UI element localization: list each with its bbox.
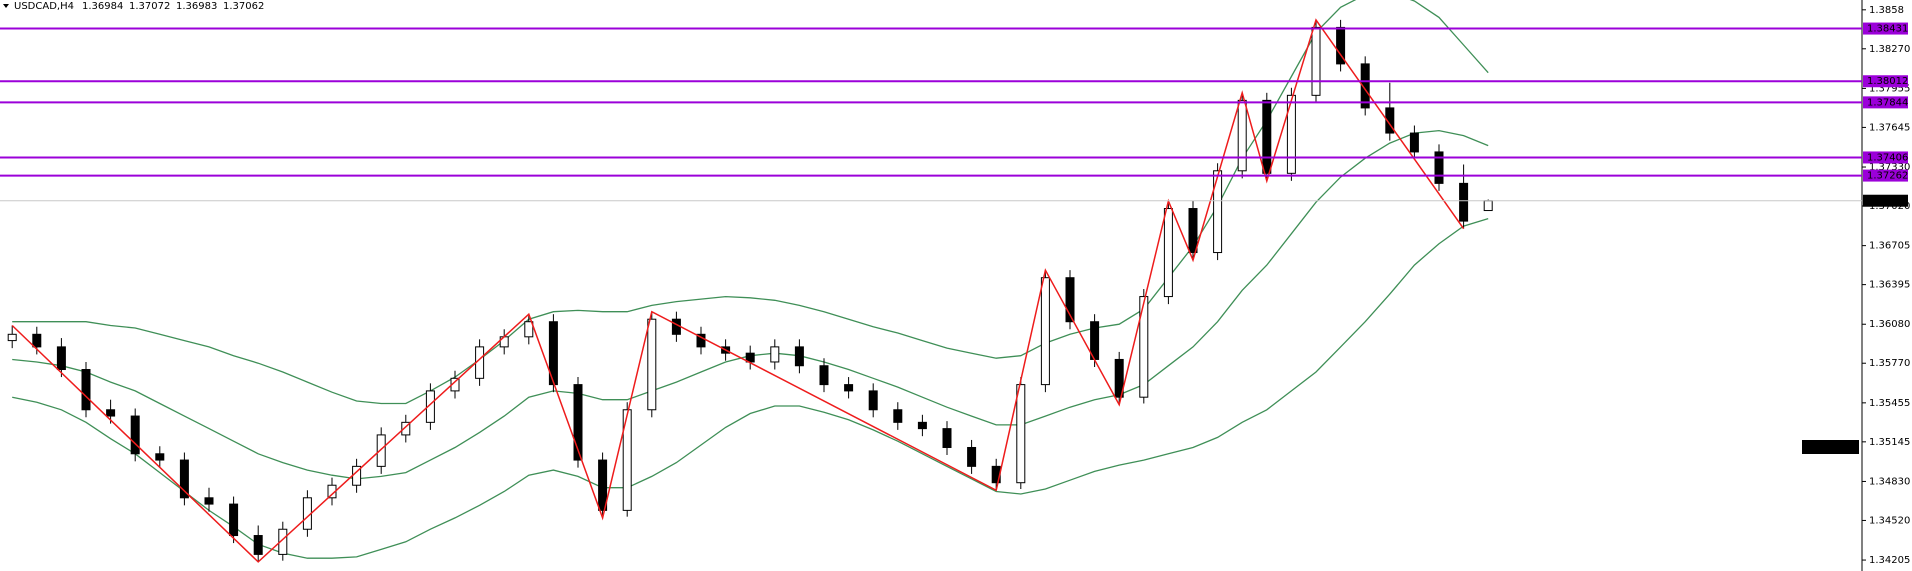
ohlc-value: 1.37072 [129, 1, 170, 12]
y-tick-label: 1.36080 [1869, 319, 1910, 330]
candle-body [1114, 358, 1124, 398]
ohlc-value: 1.36984 [82, 1, 123, 12]
candle-body [376, 434, 386, 467]
y-tick-label: 1.36705 [1869, 241, 1910, 252]
y-tick-label: 1.35455 [1869, 398, 1910, 409]
current-price-box [1863, 194, 1908, 207]
button-bg [1802, 440, 1859, 454]
y-tick-label: 1.37330 [1869, 162, 1910, 173]
candle-body [1213, 170, 1223, 254]
candle-body [794, 346, 804, 367]
button-label: BB ON [1814, 442, 1846, 453]
level-label-box [1863, 169, 1908, 182]
candle-body [1434, 151, 1444, 184]
level-label: 1.38012 [1867, 76, 1908, 87]
zigzag-line [11, 18, 1465, 563]
ohlc-value: 1.37062 [223, 1, 264, 12]
candle-body [32, 333, 42, 348]
candle-body [942, 428, 952, 448]
candle-body [1286, 94, 1296, 174]
candle-body [425, 390, 435, 423]
candle-body [204, 497, 214, 505]
candle-body [696, 333, 706, 348]
candle-body [1459, 182, 1469, 222]
level-label: 1.38431 [1867, 24, 1908, 35]
candle-body [155, 453, 165, 461]
y-tick-label: 1.34205 [1869, 555, 1910, 566]
candle-body [1040, 277, 1050, 386]
candle-body [893, 409, 903, 423]
y-tick-label: 1.36395 [1869, 280, 1910, 291]
candle-body [229, 503, 239, 537]
candle-body [1409, 132, 1419, 153]
y-tick-label: 1.34520 [1869, 515, 1910, 526]
candle-body [647, 318, 657, 411]
level-label-box [1863, 96, 1908, 109]
level-label-box [1863, 22, 1908, 35]
candle-body [1016, 384, 1026, 484]
candle-body [598, 459, 608, 511]
candle-body [278, 528, 288, 555]
y-tick-label: 1.35145 [1869, 437, 1910, 448]
candle-body [573, 384, 583, 461]
candle-body [1139, 296, 1149, 398]
candle-body [1483, 200, 1493, 212]
level-label: 1.37844 [1867, 97, 1908, 108]
level-label: 1.37406 [1867, 152, 1908, 163]
candle-body [253, 535, 263, 555]
candle-body [844, 384, 854, 392]
y-tick-label: 1.34830 [1869, 476, 1910, 487]
candle-body [1163, 208, 1173, 298]
candle-body [1237, 99, 1247, 172]
candle-body [868, 390, 878, 411]
collapse-arrow[interactable] [3, 4, 9, 8]
y-tick-label: 1.37955 [1869, 83, 1910, 94]
level-label: 1.37262 [1867, 171, 1908, 182]
y-tick-label: 1.35770 [1869, 358, 1910, 369]
candle-body [130, 415, 140, 455]
candle-body [1336, 26, 1346, 65]
candle-body [106, 409, 116, 417]
candle-body [1188, 208, 1198, 254]
candle-body [1360, 63, 1370, 109]
candle-body [1311, 26, 1321, 96]
candle-body [819, 365, 829, 386]
y-tick-label: 1.37645 [1869, 122, 1910, 133]
candle-body [81, 369, 91, 411]
candle-body [56, 346, 66, 371]
bb-toggle-button[interactable]: BB ON [1802, 440, 1859, 454]
candle-body [1065, 277, 1075, 323]
y-tick-label: 1.3858 [1869, 5, 1904, 16]
y-tick-label: 1.38270 [1869, 44, 1910, 55]
level-label-box [1863, 151, 1908, 164]
ohlc-value: 1.36983 [176, 1, 217, 12]
candle-body [967, 446, 977, 467]
candle-body [548, 321, 558, 386]
current-price-label: 1.37062 [1867, 196, 1908, 207]
candle-body [622, 409, 632, 511]
candle-body [1385, 107, 1395, 134]
candle-body [401, 421, 411, 436]
symbol-label: USDCAD,H4 [14, 1, 74, 12]
level-label-box [1863, 75, 1908, 88]
candle-body [524, 321, 534, 338]
candle-body [7, 333, 17, 342]
candle-body [1262, 99, 1272, 174]
candle-body [770, 346, 780, 363]
candle-body [179, 459, 189, 499]
candle-body [917, 421, 927, 430]
